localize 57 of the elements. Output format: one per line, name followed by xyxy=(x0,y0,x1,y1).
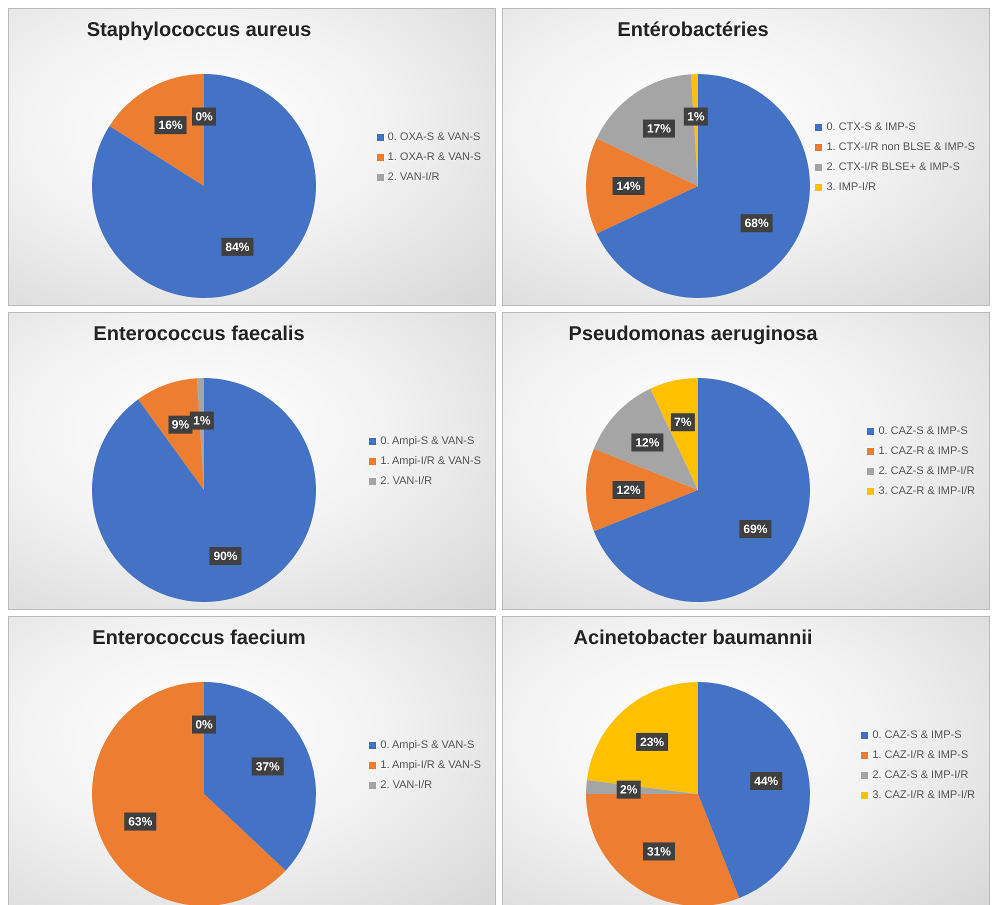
legend-label: 2. CAZ-S & IMP-I/R xyxy=(872,769,968,781)
data-label: 14% xyxy=(616,179,641,193)
legend-label: 2. CTX-I/R BLSE+ & IMP-S xyxy=(826,161,960,173)
legend-label: 1. CTX-I/R non BLSE & IMP-S xyxy=(826,141,975,153)
legend-label: 2. CAZ-S & IMP-I/R xyxy=(878,465,974,477)
data-label: 69% xyxy=(743,522,768,536)
legend-label: 2. VAN-I/R xyxy=(380,475,432,487)
legend-label: 0. Ampi-S & VAN-S xyxy=(380,435,474,447)
data-label: 1% xyxy=(193,414,211,428)
legend-label: 0. CTX-S & IMP-S xyxy=(826,121,916,133)
data-label: 16% xyxy=(158,118,183,132)
data-label: 31% xyxy=(646,844,672,858)
data-label: 9% xyxy=(172,418,190,432)
text: 0% xyxy=(195,110,213,124)
chart-title: Acinetobacter baumannii xyxy=(572,627,814,650)
data-label: 17% xyxy=(646,122,672,136)
legend-label: 3. CAZ-I/R & IMP-I/R xyxy=(872,789,975,801)
pie-slice xyxy=(92,682,286,905)
data-label: 12% xyxy=(635,435,660,450)
data-label: 84% xyxy=(225,240,250,254)
data-label: 12% xyxy=(616,483,641,497)
legend-label: 3. IMP-I/R xyxy=(826,181,876,193)
data-label: 90% xyxy=(213,549,238,564)
pie-slice xyxy=(698,682,810,898)
text: 0% xyxy=(195,718,213,732)
pie-slice xyxy=(586,682,698,794)
pie-slice xyxy=(586,448,698,532)
legend-label: 1. CAZ-I/R & IMP-S xyxy=(872,749,968,761)
pie-slice xyxy=(586,794,740,905)
data-label: 7% xyxy=(674,415,692,430)
legend-label: 1. Ampi-I/R & VAN-S xyxy=(380,455,481,467)
legend-label: 1. CAZ-R & IMP-S xyxy=(878,445,968,457)
data-label: 1% xyxy=(687,110,705,124)
data-label: 37% xyxy=(256,759,280,774)
legend-label: 0. CAZ-S & IMP-S xyxy=(872,729,962,741)
legend-label: 0. OXA-S & VAN-S xyxy=(388,131,480,143)
legend-label: 0. Ampi-S & VAN-S xyxy=(380,739,474,751)
pie-slice xyxy=(594,378,810,602)
chart-title: Enterococcus faecalis xyxy=(92,323,306,346)
chart-title: Entérobactéries xyxy=(616,19,770,42)
legend-label: 2. VAN-I/R xyxy=(388,171,440,183)
data-label: 63% xyxy=(128,814,153,829)
data-label: 68% xyxy=(744,216,769,230)
legend-label: 1. OXA-R & VAN-S xyxy=(388,151,481,163)
chart-title: Pseudomonas aeruginosa xyxy=(568,323,819,346)
legend-label: 0. CAZ-S & IMP-S xyxy=(878,425,968,437)
pie-slice xyxy=(596,74,810,298)
legend-label: 2. VAN-I/R xyxy=(380,779,432,791)
chart-title: Staphylococcus aureus xyxy=(86,19,312,42)
pie-slice xyxy=(92,74,316,298)
legend-label: 3. CAZ-R & IMP-I/R xyxy=(878,485,975,497)
data-label: 44% xyxy=(754,774,779,788)
data-label: 23% xyxy=(640,734,664,749)
chart-title: Enterococcus faecium xyxy=(91,627,307,650)
pie-slice xyxy=(92,378,316,602)
data-label: 2% xyxy=(620,782,638,797)
legend-label: 1. Ampi-I/R & VAN-S xyxy=(380,759,481,771)
